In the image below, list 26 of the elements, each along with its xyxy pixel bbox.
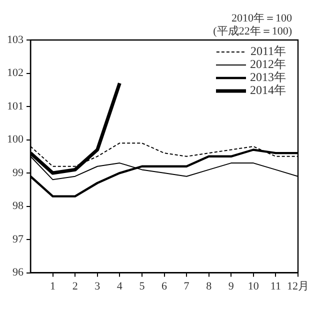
x-tick-label: 9	[228, 280, 234, 292]
y-tick-label: 100	[7, 134, 24, 146]
x-tick-label: 7	[184, 280, 190, 292]
text: 2010年＝100	[232, 12, 292, 24]
y-tick-label: 102	[7, 67, 24, 80]
x-tick-label: 11	[270, 280, 282, 292]
legend-label: 2013年	[250, 70, 286, 84]
x-tick-label: 12月	[287, 280, 309, 292]
x-tick-label: 6	[162, 280, 168, 292]
y-tick-label: 97	[12, 233, 24, 246]
y-tick-label: 101	[7, 100, 24, 112]
y-tick-label: 98	[12, 200, 24, 212]
legend-label: 2011年	[250, 44, 286, 58]
y-tick-label: 103	[7, 34, 24, 46]
x-tick-label: 8	[206, 280, 212, 292]
legend-label: 2012年	[250, 57, 286, 72]
y-tick-label: 96	[12, 266, 24, 279]
x-tick-label: 5	[139, 280, 146, 292]
y-tick-label: 99	[12, 166, 24, 179]
x-tick-label: 10	[248, 280, 260, 292]
x-tick-label: 1	[50, 280, 56, 292]
x-tick-label: 2	[72, 280, 78, 292]
x-tick-label: 4	[116, 280, 123, 292]
legend-label: 2014年	[250, 83, 286, 98]
x-tick-label: 3	[94, 280, 101, 292]
text: (平成22年＝100)	[213, 24, 292, 38]
